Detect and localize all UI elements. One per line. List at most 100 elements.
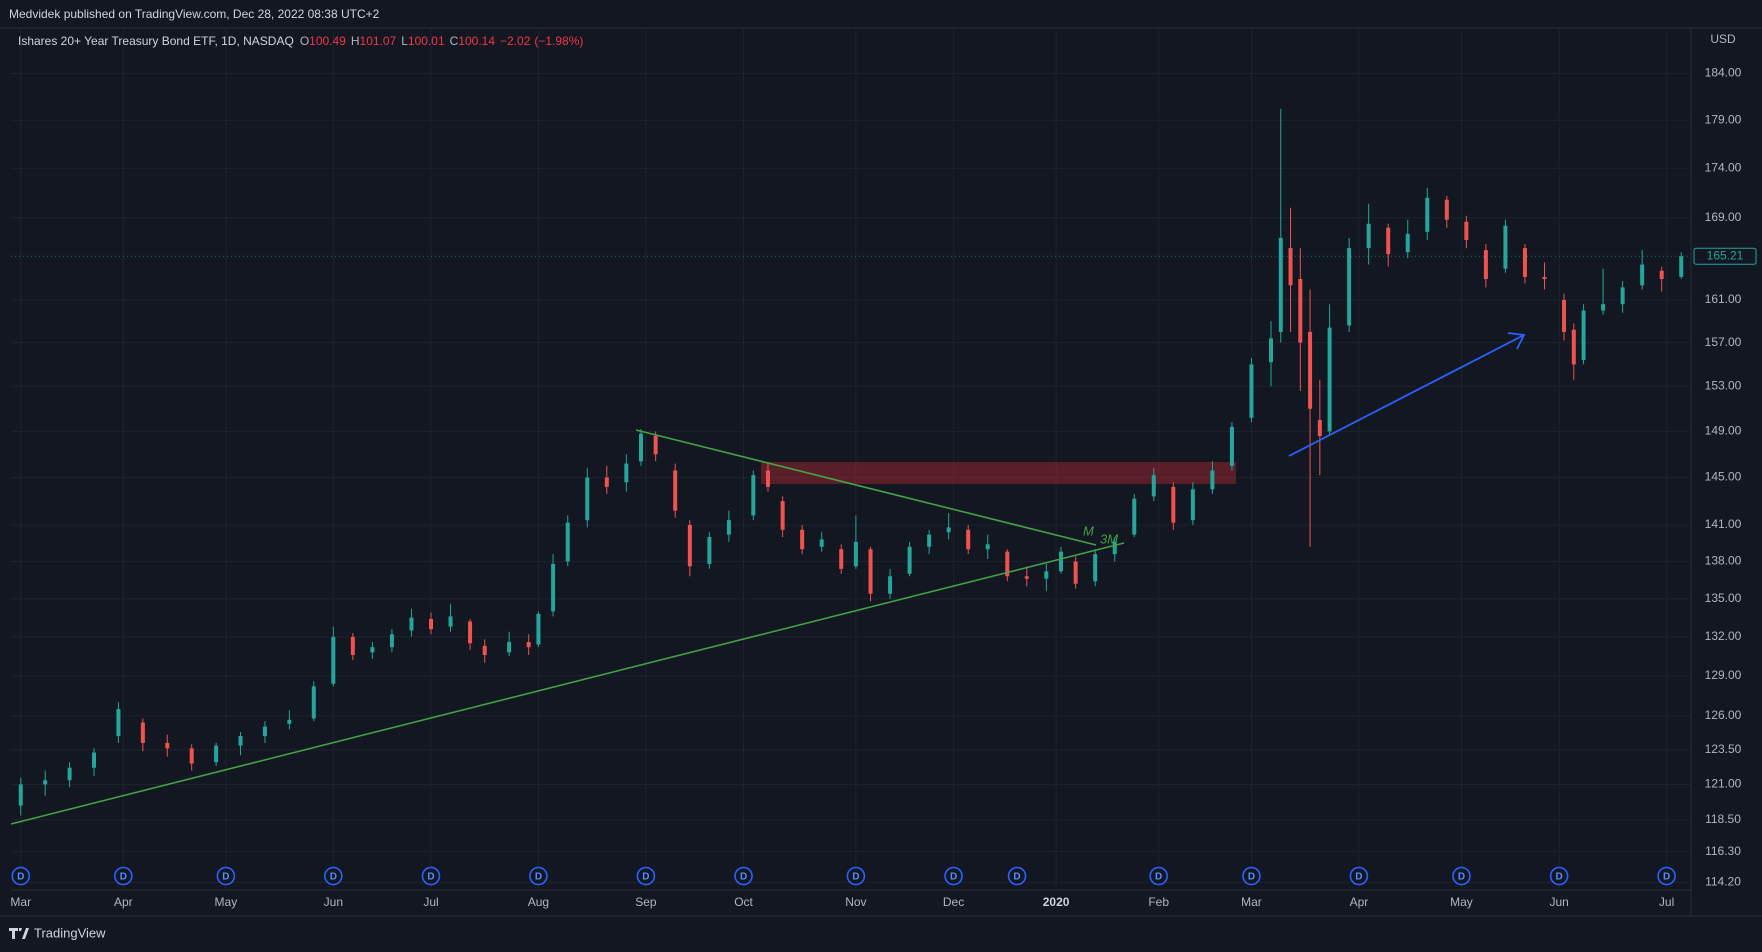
dividend-marker [1549, 866, 1569, 886]
brand-logo [9, 928, 29, 939]
support-trendline [10, 542, 1125, 825]
candle-body [888, 576, 893, 594]
candle-body [653, 435, 658, 455]
candle-body [1640, 264, 1645, 286]
x-tick-label: Oct [734, 895, 753, 909]
x-tick-label: Apr [114, 895, 133, 909]
candle-body [389, 634, 394, 648]
brand-name: TradingView [34, 925, 106, 940]
candles [18, 108, 1684, 816]
candle-body [238, 736, 243, 746]
candle-body [526, 642, 531, 648]
candle-body [1171, 486, 1176, 523]
dividend-marker [1349, 866, 1369, 886]
candle-body [1571, 329, 1576, 365]
candle-body [565, 522, 570, 562]
candle-body [868, 549, 873, 594]
y-tick-label: 145.00 [1705, 470, 1742, 484]
dividend-label: D [222, 872, 229, 883]
dividend-marker [1657, 866, 1676, 886]
dividend-label: D [1355, 872, 1362, 883]
x-tick-label: Jul [1659, 895, 1674, 909]
candle-body [624, 463, 629, 483]
candle-body [482, 645, 487, 655]
candle-body [165, 742, 170, 749]
candle-body [726, 520, 731, 535]
candle-body [946, 527, 951, 533]
candle-body [1679, 256, 1684, 277]
x-tick-label: Mar [1241, 895, 1262, 909]
x-tick-label: Dec [943, 895, 964, 909]
dividend-marker [1007, 866, 1027, 886]
y-tick-label: 161.00 [1705, 292, 1742, 306]
candle-body [853, 541, 858, 567]
dividend-marker [1452, 866, 1471, 886]
y-tick-label: 114.20 [1705, 875, 1741, 889]
candle-body [751, 475, 756, 516]
annotation: 3M [1100, 531, 1118, 546]
candle-body [1444, 199, 1449, 220]
y-tick-label: 135.00 [1705, 591, 1742, 605]
candle-body [536, 613, 541, 645]
brand: TradingView [9, 925, 106, 940]
candle-body [551, 563, 556, 612]
candle-body [1288, 248, 1293, 286]
y-tick-label: 174.00 [1705, 160, 1742, 174]
x-tick-label: Feb [1148, 895, 1169, 909]
dividend-marker [636, 866, 656, 886]
x-tick-label: Mar [10, 895, 31, 909]
candle-body [1405, 233, 1410, 253]
arrow-head [1507, 332, 1526, 350]
candle-body [92, 752, 97, 768]
dividend-marker [1242, 866, 1261, 886]
symbol: Ishares 20+ Year Treasury Bond ETF, 1D, … [18, 34, 294, 48]
candle-body [819, 539, 824, 547]
candle-body [1093, 554, 1098, 582]
x-tick-label: Apr [1350, 895, 1369, 909]
candle-body [140, 722, 145, 743]
candle-body [409, 617, 414, 631]
x-tick-label: Aug [528, 895, 549, 909]
candle-body [1298, 279, 1303, 343]
x-tick-label: Sep [635, 895, 657, 909]
dividend-label: D [120, 872, 127, 883]
y-tick-label: 126.00 [1705, 708, 1742, 722]
dividend-label: D [1663, 872, 1670, 883]
c-value: 100.14 [458, 34, 495, 48]
currency: USD [1710, 32, 1736, 46]
x-tick-label: Nov [845, 895, 866, 909]
candle-body [1269, 338, 1273, 363]
dividend-label: D [330, 872, 337, 883]
candle-body [1327, 327, 1332, 432]
dividend-label: D [950, 872, 957, 883]
candle-body [429, 618, 433, 630]
last-price-box [1693, 247, 1757, 265]
candle-body [468, 621, 473, 644]
dividend-marker [114, 866, 133, 886]
dividend-label: D [427, 872, 434, 883]
candle-body [1581, 310, 1586, 361]
dividend-marker [324, 866, 343, 886]
dividend-marker [944, 866, 963, 886]
candle-body [585, 477, 590, 521]
dividend-label: D [1248, 872, 1255, 883]
candle-body [1464, 221, 1469, 240]
y-tick-label: 121.00 [1705, 777, 1742, 791]
candle-body [1151, 475, 1156, 497]
annotation: M [1083, 523, 1094, 538]
candle-body [1386, 227, 1391, 255]
dividend-marker [421, 866, 441, 886]
candle-body [966, 529, 971, 550]
candle-body [331, 636, 336, 684]
candle-body [1620, 287, 1625, 305]
candle-body [311, 686, 316, 719]
y-tick-label: 169.00 [1705, 210, 1742, 224]
dividend-marker [529, 866, 548, 886]
x-tick-label: May [1450, 895, 1473, 909]
candle-body [1562, 299, 1567, 332]
o-value: 100.49 [309, 34, 346, 48]
candle-body [800, 529, 805, 550]
